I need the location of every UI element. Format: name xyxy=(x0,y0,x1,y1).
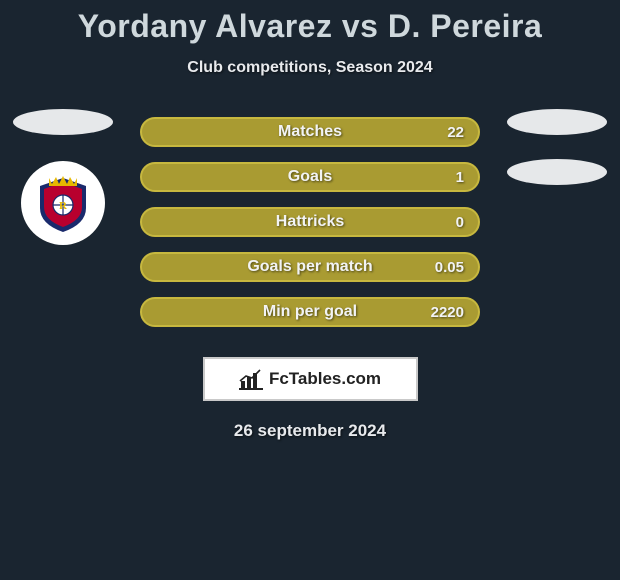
left-column: R xyxy=(8,109,118,245)
page-title: Yordany Alvarez vs D. Pereira xyxy=(0,0,620,45)
stat-value: 0.05 xyxy=(435,259,464,276)
stat-value: 1 xyxy=(456,169,464,186)
stat-bar: Matches 22 xyxy=(140,117,480,147)
stat-label: Goals per match xyxy=(247,258,372,276)
stat-bars: Matches 22 Goals 1 Hattricks 0 Goals per… xyxy=(140,117,480,327)
stat-bar: Goals 1 xyxy=(140,162,480,192)
stat-value: 2220 xyxy=(431,304,464,321)
left-player-ellipse xyxy=(13,109,113,135)
stat-label: Goals xyxy=(288,168,332,186)
rsl-crest-icon: R xyxy=(32,172,94,234)
right-player-ellipse-1 xyxy=(507,109,607,135)
stat-bar: Hattricks 0 xyxy=(140,207,480,237)
bar-chart-icon xyxy=(239,368,263,390)
stat-label: Matches xyxy=(278,123,342,141)
branding-text: FcTables.com xyxy=(269,369,381,389)
stat-value: 22 xyxy=(447,124,464,141)
stat-label: Hattricks xyxy=(276,213,344,231)
svg-text:R: R xyxy=(59,200,68,212)
left-club-badge: R xyxy=(21,161,105,245)
right-column xyxy=(502,109,612,185)
date-text: 26 september 2024 xyxy=(0,421,620,441)
comparison-content: R Matches 22 Goals 1 Hattricks 0 Goals p… xyxy=(0,117,620,441)
stat-label: Min per goal xyxy=(263,303,357,321)
subtitle: Club competitions, Season 2024 xyxy=(0,59,620,77)
stat-bar: Goals per match 0.05 xyxy=(140,252,480,282)
right-player-ellipse-2 xyxy=(507,159,607,185)
stat-bar: Min per goal 2220 xyxy=(140,297,480,327)
stat-value: 0 xyxy=(456,214,464,231)
branding-box[interactable]: FcTables.com xyxy=(203,357,418,401)
